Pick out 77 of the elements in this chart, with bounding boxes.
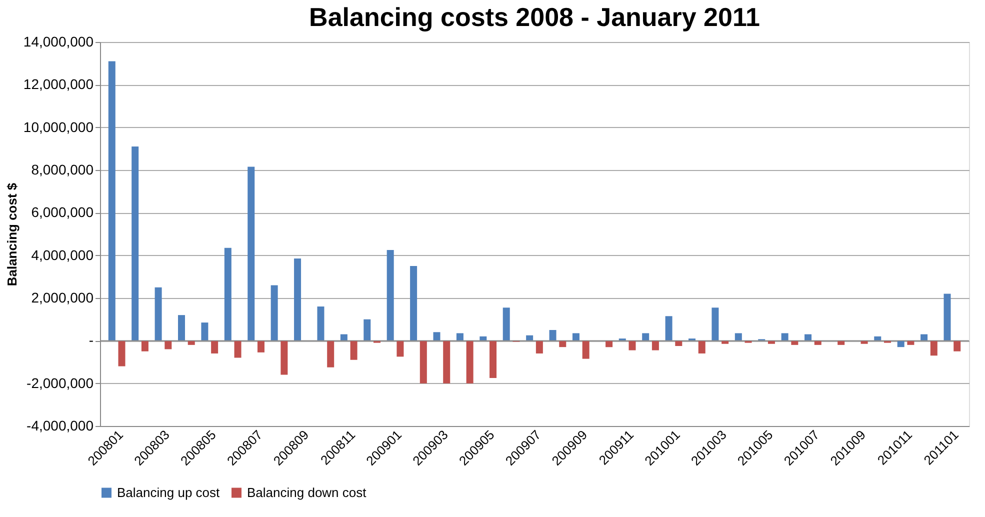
bar (270, 285, 278, 341)
y-tick-label: - (88, 332, 94, 348)
chart-title: Balancing costs 2008 - January 2011 (309, 2, 760, 32)
bar (350, 340, 358, 360)
y-tick-label: 8,000,000 (31, 162, 94, 178)
y-tick-label: 14,000,000 (23, 34, 94, 50)
bar (280, 340, 288, 375)
bar (642, 333, 650, 341)
bar (628, 340, 636, 350)
bar (132, 146, 139, 341)
bar (420, 340, 427, 384)
bar (317, 306, 324, 341)
bar (178, 315, 186, 341)
y-tick-label: 4,000,000 (31, 246, 94, 263)
bar (526, 335, 534, 341)
y-axis-title: Balancing cost $ (4, 182, 20, 286)
bar (108, 61, 116, 341)
bar (386, 250, 394, 341)
bar (698, 340, 706, 354)
y-tick-label: 10,000,000 (23, 118, 94, 135)
bar (456, 333, 464, 341)
y-tick-label: 6,000,000 (31, 204, 94, 220)
bar (224, 248, 232, 341)
bar (502, 308, 510, 341)
bar (480, 336, 487, 341)
bar (652, 340, 659, 350)
y-tick-label: -4,000,000 (26, 418, 94, 434)
bar (930, 340, 938, 356)
bar (791, 340, 798, 345)
bar (944, 294, 951, 341)
bar (466, 340, 474, 384)
bar (433, 332, 440, 341)
bar (234, 340, 242, 358)
bar (804, 334, 812, 341)
bar (838, 340, 845, 345)
bar (248, 166, 255, 341)
bar (814, 340, 822, 345)
bar (364, 319, 371, 341)
bar (559, 340, 566, 348)
bar (396, 340, 404, 357)
bar (536, 340, 543, 354)
bar (768, 340, 775, 344)
bar (860, 340, 868, 344)
legend-label: Balancing up cost (117, 484, 220, 500)
legend-label: Balancing down cost (247, 484, 367, 500)
bar (722, 340, 729, 344)
bar (572, 333, 580, 341)
bar (211, 340, 218, 354)
bar (954, 340, 961, 352)
bar (549, 330, 556, 341)
y-tick-label: 12,000,000 (23, 76, 94, 92)
bar (141, 340, 148, 352)
bar (118, 340, 126, 366)
bar (874, 336, 882, 341)
bar (257, 340, 264, 352)
bar (897, 340, 904, 348)
y-tick-label: -2,000,000 (26, 374, 94, 391)
bar (443, 340, 450, 384)
bar (907, 340, 914, 345)
bar (920, 334, 928, 341)
bar (201, 322, 208, 341)
bar (606, 340, 613, 348)
bar (734, 333, 742, 341)
bar (188, 340, 195, 345)
bar (340, 334, 348, 341)
y-tick-label: 2,000,000 (31, 290, 94, 306)
bar (490, 340, 497, 378)
bar (675, 340, 682, 346)
bar (164, 340, 172, 350)
bar (781, 333, 788, 341)
bar (327, 340, 334, 368)
bar (154, 287, 162, 341)
bar (410, 266, 418, 341)
bar (665, 316, 672, 341)
bar (712, 308, 719, 341)
bar (294, 258, 302, 341)
bar (582, 340, 590, 359)
